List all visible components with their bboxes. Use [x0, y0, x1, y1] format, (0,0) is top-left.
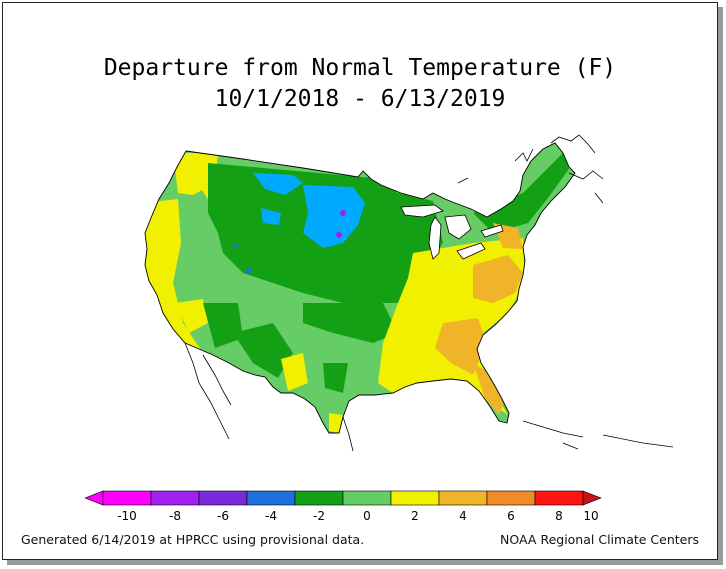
legend-tick: -8	[169, 509, 181, 523]
legend-tick: -2	[313, 509, 325, 523]
legend-arrow-high	[582, 490, 602, 506]
legend-colorbar	[84, 490, 602, 506]
legend-swatch	[390, 490, 440, 506]
legend-tick: 6	[507, 509, 515, 523]
legend-tick: 0	[363, 509, 371, 523]
legend-swatch	[294, 490, 344, 506]
source-credit: NOAA Regional Climate Centers	[500, 532, 699, 547]
map-date-range: 10/1/2018 - 6/13/2019	[214, 86, 506, 112]
map-title: Departure from Normal Temperature (F)	[103, 55, 617, 81]
anomaly-regions	[145, 153, 569, 433]
legend-swatch	[102, 490, 152, 506]
legend-tick: 4	[459, 509, 467, 523]
legend-tick: -4	[265, 509, 277, 523]
legend-ticks: -10 -8 -6 -4 -2 0 2 4 6 8 10	[117, 509, 598, 523]
generated-note: Generated 6/14/2019 at HPRCC using provi…	[21, 532, 365, 547]
legend-tick: 8	[555, 509, 563, 523]
legend-swatch	[438, 490, 488, 506]
temperature-departure-map: -10 -8 -6 -4 -2 0 2 4 6 8 10	[84, 134, 674, 523]
legend-tick: 10	[583, 509, 598, 523]
legend-swatch	[486, 490, 536, 506]
legend-swatch	[534, 490, 584, 506]
legend-swatch	[342, 490, 392, 506]
legend-swatch	[150, 490, 200, 506]
great-lakes	[400, 204, 504, 260]
legend-swatch	[198, 490, 248, 506]
legend-tick: -10	[117, 509, 137, 523]
map-frame: Departure from Normal Temperature (F) 10…	[2, 2, 718, 560]
canada-coast	[457, 134, 604, 204]
legend-tick: 2	[411, 509, 419, 523]
legend-arrow-low	[84, 490, 104, 506]
legend-tick: -6	[217, 509, 229, 523]
mexico-coast	[184, 342, 674, 452]
legend-swatch	[246, 490, 296, 506]
